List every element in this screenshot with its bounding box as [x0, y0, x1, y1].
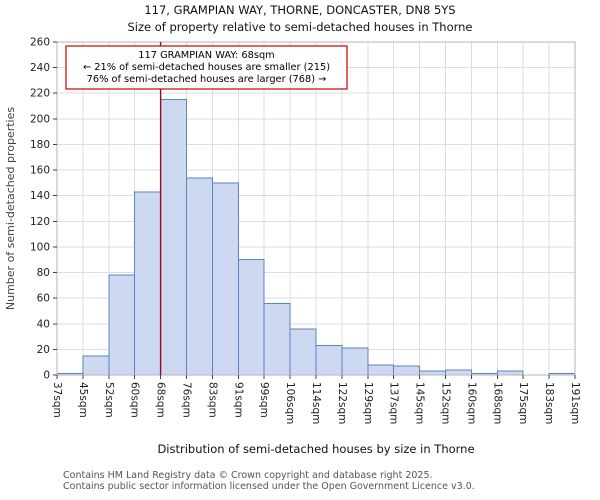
- y-tick-label: 180: [30, 139, 50, 151]
- y-tick-label: 240: [30, 62, 50, 74]
- y-tick-label: 40: [37, 318, 50, 330]
- y-tick-label: 60: [37, 293, 50, 305]
- x-tick-label: 168sqm: [491, 382, 503, 424]
- x-tick-label: 68sqm: [155, 382, 167, 418]
- x-tick-label: 129sqm: [362, 382, 374, 424]
- histogram-bar: [108, 274, 136, 376]
- y-tick-label: 80: [37, 267, 50, 279]
- chart-subtitle: Size of property relative to semi-detach…: [127, 20, 473, 34]
- x-tick-label: 122sqm: [336, 382, 348, 424]
- x-tick-label: 83sqm: [206, 382, 218, 418]
- histogram-bar: [367, 364, 395, 376]
- x-tick-label: 145sqm: [414, 382, 426, 424]
- x-tick-label: 45sqm: [77, 382, 89, 418]
- y-tick-label: 200: [30, 113, 50, 125]
- histogram-bar: [237, 259, 265, 376]
- x-tick-label: 183sqm: [543, 382, 555, 424]
- x-tick-label: 37sqm: [51, 382, 63, 418]
- footer-attribution-hmlr: Contains HM Land Registry data © Crown c…: [63, 470, 433, 481]
- x-tick-label: 99sqm: [258, 382, 270, 418]
- x-tick-label: 76sqm: [181, 382, 193, 418]
- y-tick-label: 0: [43, 370, 50, 382]
- x-tick-label: 114sqm: [310, 382, 322, 424]
- annotation-line: 76% of semi-detached houses are larger (…: [87, 74, 327, 85]
- histogram-bar: [419, 370, 447, 376]
- histogram-bar: [186, 177, 213, 376]
- y-tick-label: 20: [37, 344, 50, 356]
- y-tick-label: 100: [30, 241, 50, 253]
- histogram-bar: [211, 182, 239, 376]
- histogram-bar: [496, 370, 524, 376]
- y-tick-label: 140: [30, 190, 50, 202]
- chart-canvas: 0 20 40 60 80 100 120 140 160 180 200 220 240 260 37sq…: [4, 37, 581, 457]
- y-axis-label: Number of semi-detached properties: [4, 107, 17, 310]
- x-tick-label: 175sqm: [517, 382, 529, 424]
- histogram-bar: [82, 355, 110, 376]
- x-tick-label: 106sqm: [284, 382, 296, 424]
- x-tick-label: 52sqm: [103, 382, 115, 418]
- x-tick-label: 152sqm: [440, 382, 452, 424]
- y-tick-label: 260: [30, 37, 50, 49]
- x-tick-label: 91sqm: [232, 382, 244, 418]
- histogram-bar: [160, 99, 188, 376]
- y-tick-label: 220: [30, 88, 50, 100]
- x-tick-label: 191sqm: [569, 382, 581, 424]
- annotation-line: ← 21% of semi-detached houses are smalle…: [83, 62, 330, 73]
- histogram-bar: [315, 345, 343, 376]
- annotation-line: 117 GRAMPIAN WAY: 68sqm: [138, 50, 274, 61]
- histogram-bar: [445, 369, 472, 376]
- x-tick-label: 160sqm: [465, 382, 477, 424]
- x-axis-label: Distribution of semi-detached houses by …: [157, 442, 474, 456]
- histogram-bar: [263, 302, 291, 376]
- histogram-bar: [289, 328, 317, 376]
- chart-title: 117, GRAMPIAN WAY, THORNE, DONCASTER, DN…: [144, 3, 456, 17]
- x-tick-label: 60sqm: [129, 382, 141, 418]
- x-tick-label: 137sqm: [388, 382, 400, 424]
- histogram-bar: [341, 347, 369, 376]
- y-tick-label: 160: [30, 165, 50, 177]
- histogram-bar: [393, 365, 421, 376]
- histogram-bar: [134, 191, 162, 376]
- footer-attribution-ogl: Contains public sector information licen…: [63, 481, 475, 492]
- y-tick-label: 120: [30, 216, 50, 228]
- annotation-box: [65, 45, 348, 90]
